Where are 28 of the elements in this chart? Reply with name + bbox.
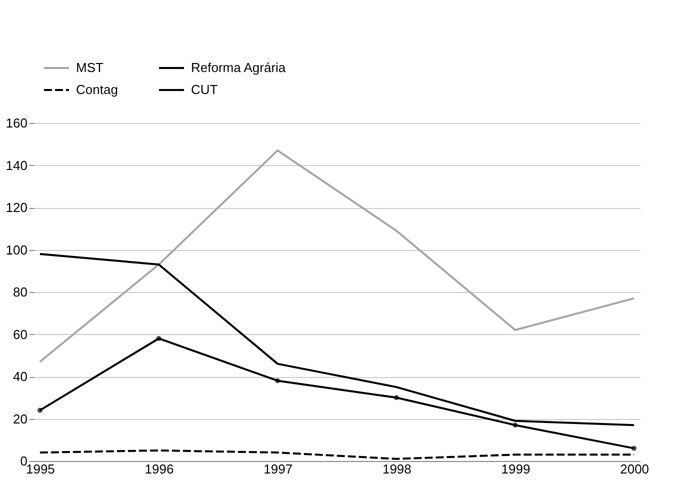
line-series (38, 252, 636, 426)
x-tick-label: 1995 (26, 462, 55, 476)
y-tick-label: 160 (6, 116, 28, 130)
point (632, 446, 637, 451)
y-tick-label: 60 (13, 326, 28, 342)
point (512, 422, 518, 428)
y-tick-label: 0 (20, 454, 28, 468)
x-tick-label: 1998 (382, 462, 412, 476)
point (156, 336, 162, 341)
x-tick-label: 1996 (144, 462, 174, 476)
legend-label: Reforma Agrária (191, 60, 286, 75)
point (37, 408, 42, 413)
point (394, 395, 399, 400)
legend-label: Contag (76, 82, 118, 97)
x-tick-label: 2000 (620, 462, 650, 476)
y-tick-label: 40 (13, 369, 28, 384)
y-tick-label: 100 (6, 242, 28, 258)
legend-label: MST (76, 60, 104, 75)
y-tick-label: 140 (6, 158, 28, 173)
point (275, 378, 280, 384)
x-tick-label: 1999 (501, 462, 530, 476)
line-series (38, 149, 636, 363)
y-tick-label: 120 (6, 200, 28, 215)
y-tick-label: 20 (13, 411, 28, 426)
legend-label: CUT (191, 82, 218, 97)
y-tick-label: 80 (13, 284, 28, 300)
x-tick-label: 1997 (264, 462, 293, 476)
line-series (38, 449, 636, 460)
